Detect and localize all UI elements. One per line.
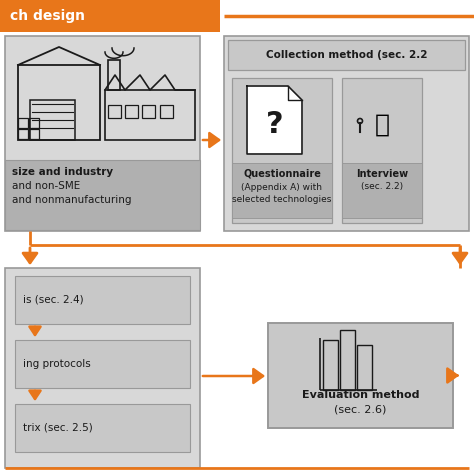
Text: trix (sec. 2.5): trix (sec. 2.5) xyxy=(23,423,93,433)
Bar xyxy=(18,129,28,139)
Bar xyxy=(15,276,190,324)
Text: size and industry: size and industry xyxy=(12,167,113,177)
Bar xyxy=(228,40,465,70)
Bar xyxy=(29,118,39,128)
Text: ?: ? xyxy=(266,109,283,138)
Bar xyxy=(105,90,195,140)
Text: and nonmanufacturing: and nonmanufacturing xyxy=(12,195,131,205)
Bar xyxy=(5,36,200,231)
Bar xyxy=(108,60,120,90)
Bar xyxy=(15,340,190,388)
Bar xyxy=(160,105,173,118)
Text: ch design: ch design xyxy=(10,9,85,23)
Text: (sec. 2.2): (sec. 2.2) xyxy=(361,182,403,191)
Bar xyxy=(18,118,28,128)
Text: (Appendix A) with: (Appendix A) with xyxy=(241,182,322,191)
Bar xyxy=(232,163,332,218)
Bar xyxy=(5,160,200,230)
Text: Interview: Interview xyxy=(356,169,408,179)
Bar xyxy=(224,36,469,231)
Polygon shape xyxy=(247,86,302,154)
Text: is (sec. 2.4): is (sec. 2.4) xyxy=(23,295,83,305)
Bar xyxy=(30,100,75,140)
Bar xyxy=(0,0,220,32)
Bar xyxy=(125,105,138,118)
Text: Questionnaire: Questionnaire xyxy=(243,169,321,179)
Bar xyxy=(5,268,200,468)
Bar xyxy=(357,345,372,390)
Text: (sec. 2.6): (sec. 2.6) xyxy=(334,404,387,414)
Bar xyxy=(342,163,422,218)
Bar xyxy=(268,323,453,428)
Bar xyxy=(342,78,422,223)
Bar xyxy=(18,65,100,140)
Bar xyxy=(15,404,190,452)
Text: 👥: 👥 xyxy=(374,113,390,137)
Bar xyxy=(142,105,155,118)
Bar xyxy=(29,129,39,139)
Bar xyxy=(323,340,338,390)
Text: and non-SME: and non-SME xyxy=(12,181,80,191)
Text: Collection method (sec. 2.2: Collection method (sec. 2.2 xyxy=(266,50,427,60)
Bar xyxy=(108,105,121,118)
Text: Evaluation method: Evaluation method xyxy=(302,390,419,400)
Bar xyxy=(340,330,355,390)
Text: selected technologies: selected technologies xyxy=(232,194,332,203)
Bar xyxy=(232,78,332,223)
Text: ing protocols: ing protocols xyxy=(23,359,91,369)
